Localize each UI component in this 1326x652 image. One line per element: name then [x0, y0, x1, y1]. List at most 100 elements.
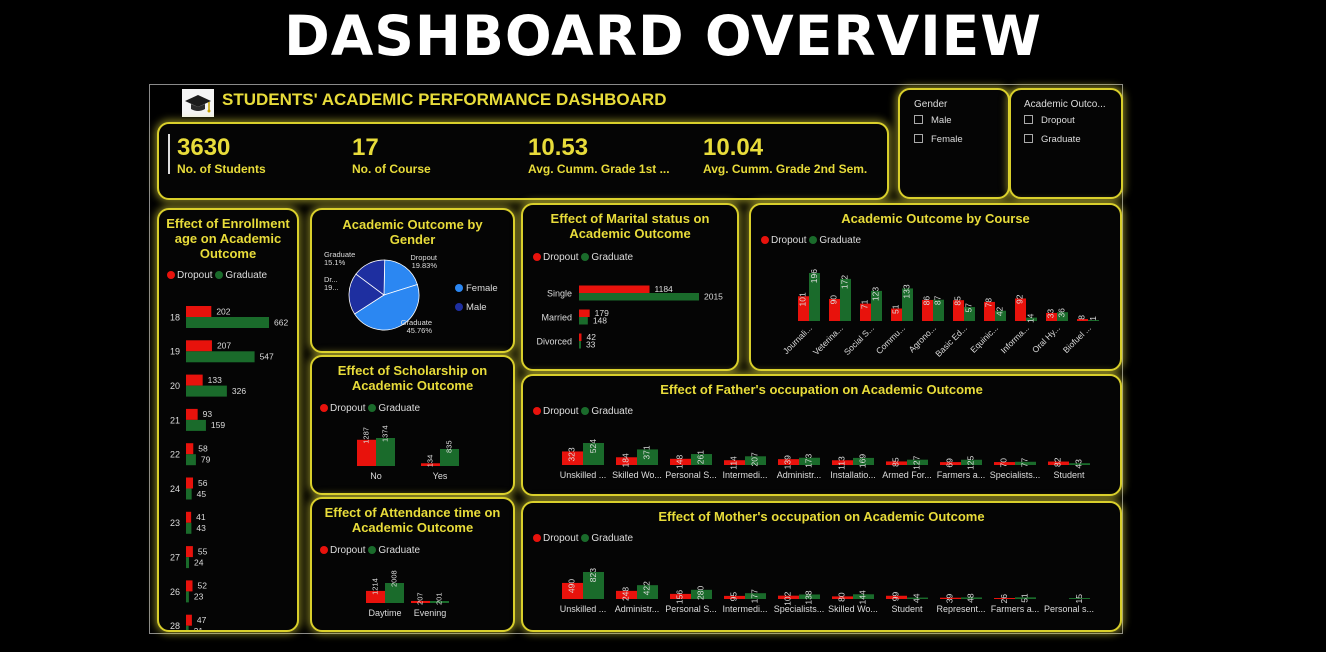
category-label: Daytime — [368, 608, 401, 618]
graduate-bar — [799, 594, 820, 599]
graduate-value-label: 79 — [201, 454, 211, 464]
category-label: Single — [547, 288, 572, 298]
graduate-value-label: 1 — [1088, 316, 1098, 321]
kpi-value-students: 3630 — [177, 134, 231, 161]
dropout-dot-icon — [533, 534, 541, 542]
graduate-dot-icon — [581, 253, 590, 261]
dropout-bar — [994, 598, 1015, 599]
graduate-value-label: 148 — [593, 316, 607, 326]
legend-dropout: Dropout — [330, 545, 366, 556]
graduate-bar — [583, 572, 604, 599]
dropout-bar — [886, 461, 907, 465]
graduate-value-label: 196 — [809, 269, 819, 283]
checkbox-icon[interactable] — [1024, 115, 1033, 124]
dropout-value-label: 179 — [595, 308, 609, 318]
category-label: Skilled Wo... — [612, 470, 662, 480]
gender-option-female[interactable]: Female — [914, 134, 963, 145]
graduate-value-label: 127 — [912, 455, 922, 469]
legend-dropout: Dropout — [543, 533, 579, 544]
dropout-bar — [186, 546, 193, 558]
dropout-dot-icon — [167, 271, 175, 279]
dropout-value-label: 102 — [783, 591, 793, 605]
legend-graduate: Graduate — [591, 406, 634, 417]
graduate-bar — [1088, 320, 1099, 321]
dropout-value-label: 99 — [891, 591, 901, 601]
graduate-value-label: 159 — [211, 420, 225, 430]
graduate-value-label: 169 — [858, 454, 868, 468]
dropout-bar — [724, 595, 745, 599]
dropout-bar — [670, 593, 691, 599]
graduate-dot-icon — [368, 404, 377, 412]
category-label: Installatio... — [830, 470, 876, 480]
graduate-bar — [385, 583, 404, 603]
attendance-chart: 1214 2008 Daytime 207 201 Evening — [366, 570, 449, 618]
category-label: Veterina... — [811, 323, 845, 357]
dropout-bar — [411, 600, 430, 603]
category-label: Commu... — [874, 323, 907, 356]
enrollment-age-legend: Dropout Graduate — [167, 270, 267, 281]
dropout-bar — [940, 462, 961, 465]
checkbox-icon[interactable] — [914, 134, 923, 143]
graduate-bar — [637, 585, 658, 599]
graduate-value-label: 835 — [444, 440, 453, 453]
dropout-bar — [1046, 312, 1057, 321]
dropout-bar — [778, 459, 799, 465]
graduate-bar — [186, 454, 196, 466]
dropout-bar — [984, 301, 995, 321]
graduate-bar — [186, 522, 192, 534]
dropout-value-label: 80 — [837, 592, 847, 602]
page-title: DASHBOARD OVERVIEW — [284, 4, 1042, 68]
category-label: Administr... — [777, 470, 822, 480]
graduate-value-label: 547 — [260, 352, 274, 362]
category-label: Basic Ed... — [933, 323, 969, 359]
pie-slice-value: 15.1% — [324, 258, 346, 267]
dropout-value-label: 85 — [891, 457, 901, 467]
gender-option-male[interactable]: Male — [914, 115, 952, 126]
enrollment-age-chart: 1820266219207547201333262193159225879245… — [170, 306, 288, 630]
graduate-value-label: 36 — [1057, 308, 1067, 318]
graduate-bar — [799, 457, 820, 465]
graduate-dot-icon — [581, 407, 590, 415]
graduate-bar — [871, 290, 882, 321]
dropout-bar — [366, 590, 385, 603]
dropout-value-label: 52 — [198, 581, 208, 591]
dropout-value-label: 202 — [216, 306, 230, 316]
outcome-option-label: Dropout — [1041, 115, 1075, 126]
dropout-value-label: 92 — [1015, 294, 1025, 304]
dropout-bar — [579, 285, 650, 293]
dropout-bar — [186, 443, 194, 455]
graduate-bar — [853, 594, 874, 599]
category-label: 22 — [170, 450, 180, 460]
graduation-cap-logo-icon — [182, 89, 214, 117]
category-label: 21 — [170, 415, 180, 425]
kpi-divider — [168, 134, 170, 174]
marital-title: Effect of Marital status on Academic Out… — [550, 211, 710, 241]
outcome-option-dropout[interactable]: Dropout — [1024, 115, 1075, 126]
graduate-bar — [186, 317, 269, 328]
scholarship-chart: 1287 1374 No 134 835 Yes — [357, 425, 459, 481]
graduate-value-label: 326 — [232, 386, 246, 396]
graduate-value-label: 201 — [434, 592, 443, 605]
category-label: Informa... — [999, 323, 1031, 355]
kpi-value-grade-2nd: 10.04 — [703, 134, 764, 161]
dropout-value-label: 42 — [587, 332, 597, 342]
outcome-option-graduate[interactable]: Graduate — [1024, 134, 1081, 145]
graduate-bar — [853, 457, 874, 465]
scholarship-card: Effect of Scholarship on Academic Outcom… — [310, 355, 515, 495]
dropout-bar — [1015, 298, 1026, 321]
checkbox-icon[interactable] — [914, 115, 923, 124]
gender-pie-chart: Dropout19.83%Graduate45.76%Dr...19...Gra… — [324, 250, 498, 335]
dropout-bar — [670, 458, 691, 465]
graduate-value-label: 45 — [197, 489, 207, 499]
category-label: 27 — [170, 552, 180, 562]
dropout-bar — [579, 309, 590, 317]
checkbox-icon[interactable] — [1024, 134, 1033, 143]
graduate-value-label: 43 — [196, 523, 206, 533]
graduate-bar — [809, 273, 820, 321]
outcome-slicer-title: Academic Outco... — [1024, 99, 1106, 110]
graduate-bar — [1015, 461, 1036, 465]
graduate-bar — [579, 317, 588, 325]
category-label: Oral Hy... — [1030, 323, 1062, 355]
category-label: Equinic... — [968, 323, 1000, 355]
